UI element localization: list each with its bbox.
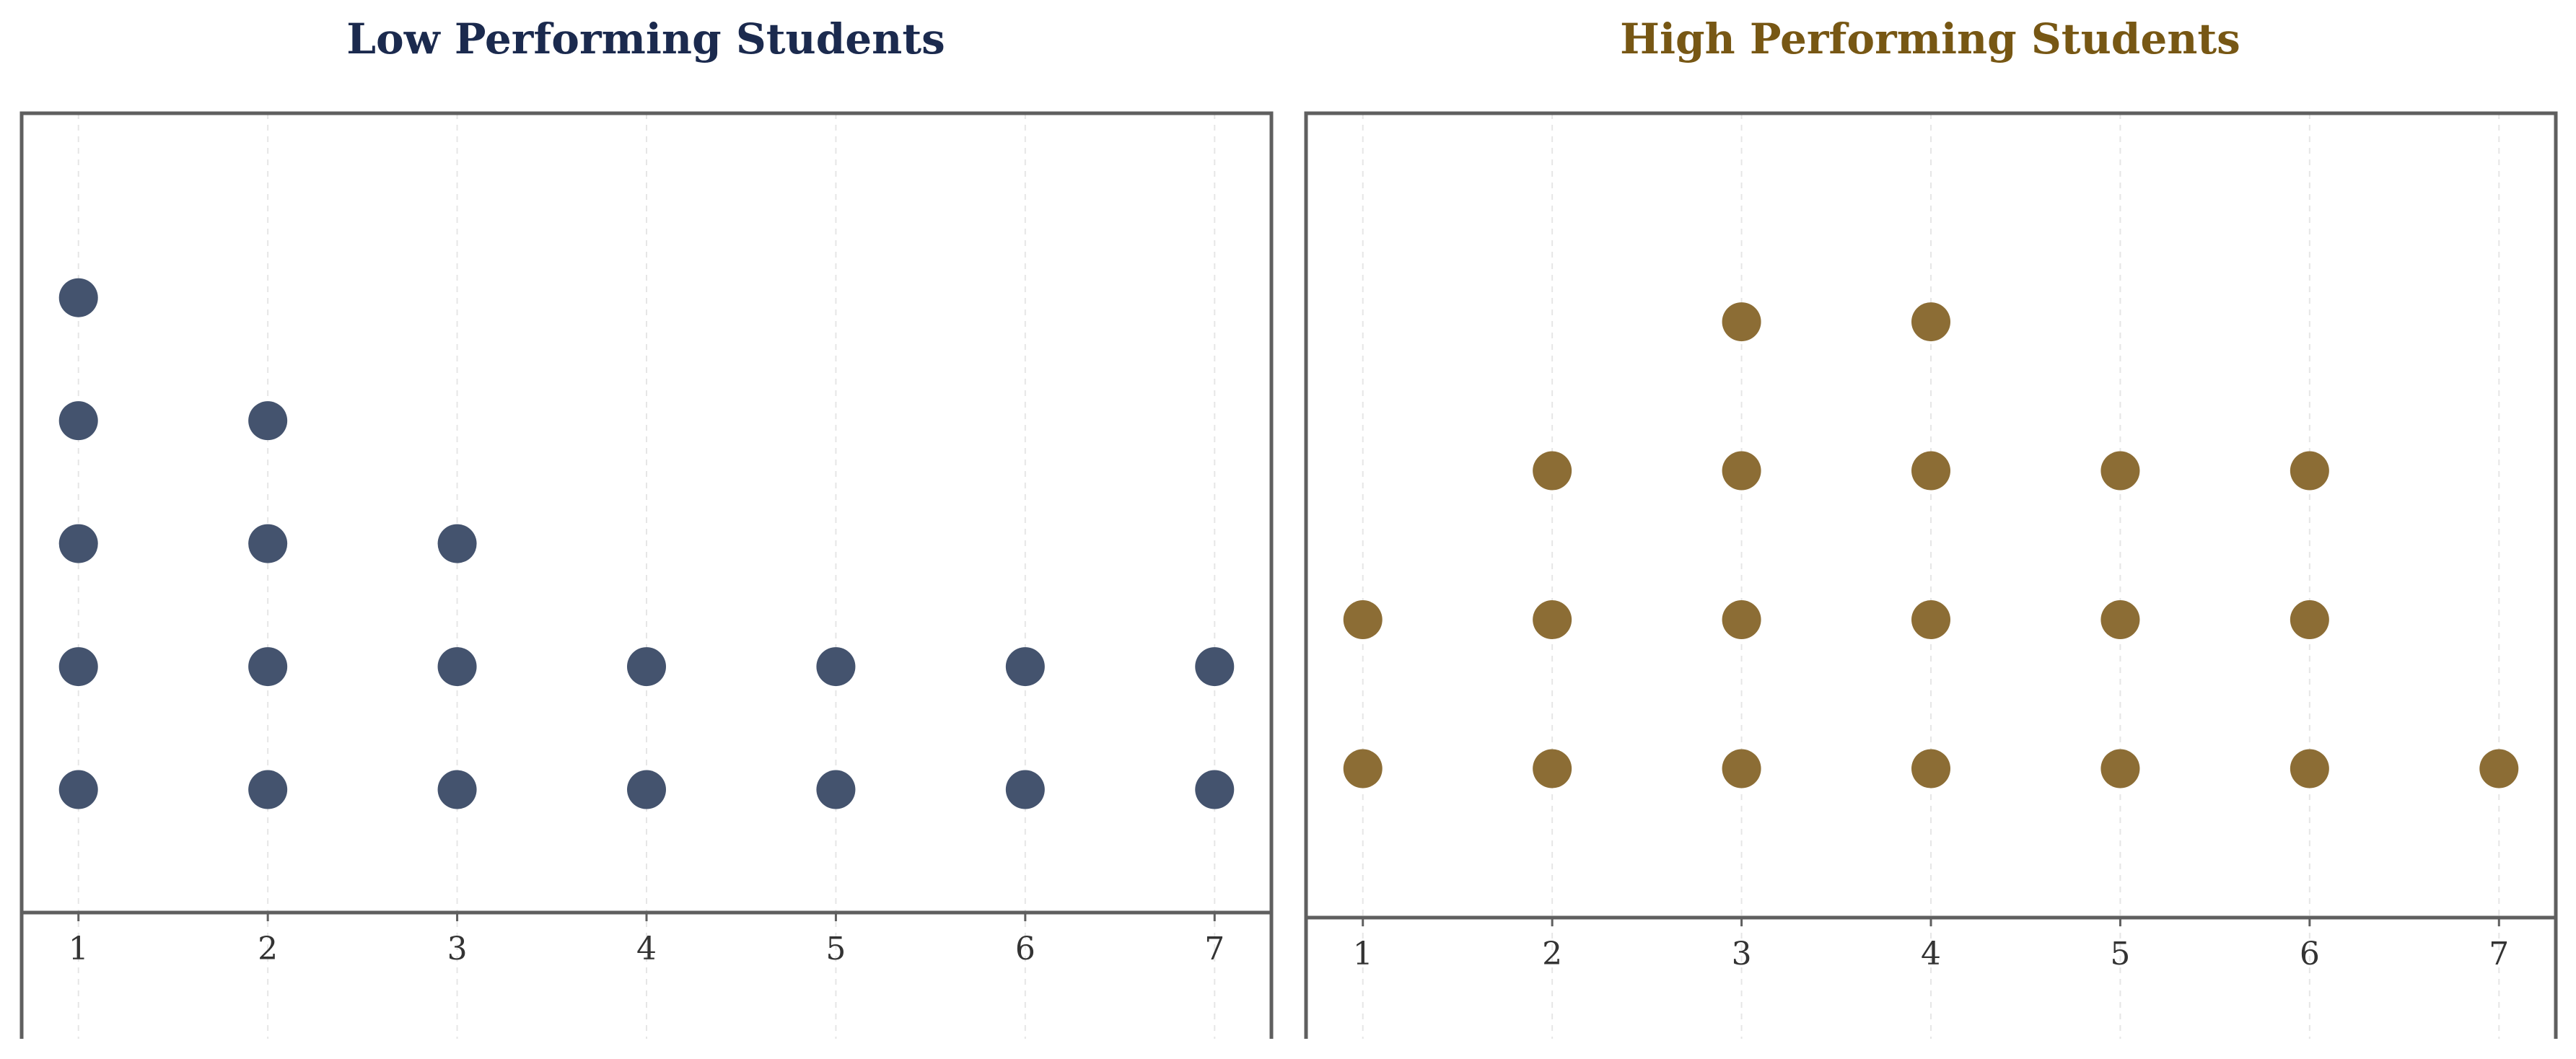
x-tick-label-low-1: 1 (69, 931, 89, 967)
dot-low-x6-2 (1005, 647, 1045, 687)
dot-low-x2-1 (248, 770, 288, 809)
x-tick-label-low-2: 2 (258, 931, 278, 967)
dot-low-x7-2 (1195, 647, 1235, 687)
dot-high-x3-3 (1722, 451, 1761, 491)
dot-low-x1-5 (58, 278, 98, 317)
dot-low-x5-2 (816, 647, 856, 687)
dot-low-x4-2 (627, 647, 666, 687)
x-tick-label-high-6: 6 (2300, 936, 2320, 972)
x-tick-label-low-5: 5 (825, 931, 846, 967)
dot-low-x1-2 (58, 647, 98, 687)
dot-high-x4-3 (1911, 451, 1950, 491)
chart-title-high: High Performing Students (1620, 14, 2240, 63)
high-performing-panel: High Performing Students 1 2 3 4 5 6 7 (1292, 0, 2576, 1059)
chart-title-low: Low Performing Students (346, 14, 945, 63)
dot-low-x3-2 (437, 647, 477, 687)
x-tick-label-low-4: 4 (636, 931, 657, 967)
dot-high-x1-1 (1343, 749, 1383, 788)
dot-high-x2-3 (1533, 451, 1572, 491)
dot-high-x2-2 (1533, 600, 1572, 640)
dot-low-x5-1 (816, 770, 856, 809)
x-tick-label-low-7: 7 (1204, 931, 1225, 967)
dot-low-x2-4 (248, 401, 288, 441)
dot-plot-high: 1 2 3 4 5 6 7 (1304, 111, 2558, 1039)
dot-low-x1-3 (58, 524, 98, 563)
x-tick-label-high-7: 7 (2489, 936, 2509, 972)
dot-high-x5-1 (2100, 749, 2140, 788)
dot-high-x3-4 (1722, 302, 1761, 342)
dot-high-x5-2 (2100, 600, 2140, 640)
low-performing-panel: Low Performing Students 1 2 3 4 5 6 7 (0, 0, 1284, 1059)
dot-low-x1-4 (58, 401, 98, 441)
dot-high-x3-2 (1722, 600, 1761, 640)
x-tick-label-high-3: 3 (1732, 936, 1752, 972)
dot-high-x7-1 (2479, 749, 2519, 788)
dot-high-x4-1 (1911, 749, 1950, 788)
dot-high-x3-1 (1722, 749, 1761, 788)
dot-low-x3-3 (437, 524, 477, 563)
plot-frame-high (1304, 111, 2558, 1039)
dot-high-x6-3 (2290, 451, 2329, 491)
dot-high-x4-4 (1911, 302, 1950, 342)
plot-frame-low (19, 111, 1274, 1039)
dot-low-x1-1 (58, 770, 98, 809)
x-tick-label-high-5: 5 (2110, 936, 2130, 972)
dot-high-x6-1 (2290, 749, 2329, 788)
x-tick-label-low-6: 6 (1015, 931, 1035, 967)
dot-low-x3-1 (437, 770, 477, 809)
dot-low-x7-1 (1195, 770, 1235, 809)
dot-high-x4-2 (1911, 600, 1950, 640)
dot-high-x6-2 (2290, 600, 2329, 640)
dot-low-x2-3 (248, 524, 288, 563)
dot-high-x1-2 (1343, 600, 1383, 640)
x-tick-label-high-1: 1 (1353, 936, 1373, 972)
dot-low-x2-2 (248, 647, 288, 687)
dot-plot-low: 1 2 3 4 5 6 7 (19, 111, 1274, 1039)
dot-low-x4-1 (627, 770, 666, 809)
dot-high-x5-3 (2100, 451, 2140, 491)
x-tick-label-high-2: 2 (1542, 936, 1562, 972)
x-tick-label-high-4: 4 (1921, 936, 1941, 972)
dot-low-x6-1 (1005, 770, 1045, 809)
x-tick-label-low-3: 3 (447, 931, 468, 967)
dot-high-x2-1 (1533, 749, 1572, 788)
